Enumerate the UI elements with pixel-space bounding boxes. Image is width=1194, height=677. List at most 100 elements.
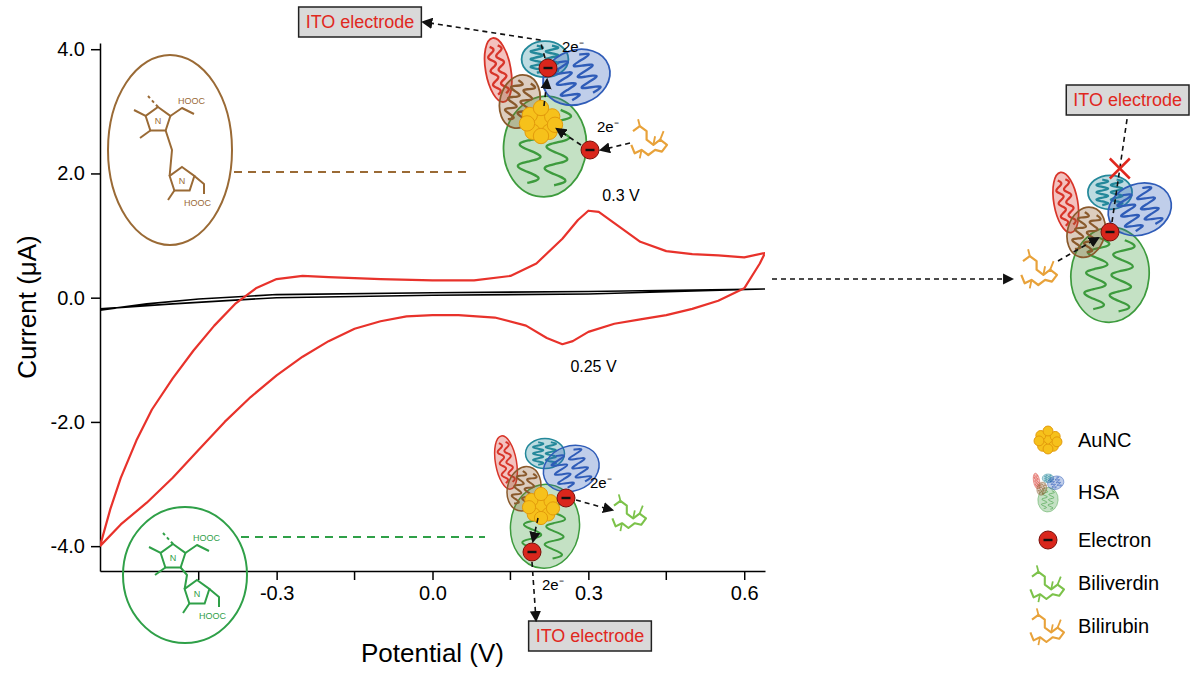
molecule-branch xyxy=(1037,608,1039,614)
x-minor-tick xyxy=(198,571,200,580)
protein-helix xyxy=(1082,214,1101,253)
molecule-branch xyxy=(1038,637,1040,645)
molecule-branch xyxy=(633,510,635,518)
y-tick-mark xyxy=(91,422,100,424)
y-tick: 2.0 xyxy=(57,162,100,184)
electron xyxy=(523,543,541,561)
y-tick-label: 2.0 xyxy=(57,162,85,184)
electrode: ITO electrode xyxy=(529,621,652,651)
transfer-arrow xyxy=(772,278,1012,280)
molecule-branch xyxy=(638,119,640,126)
key-label: Bilirubin xyxy=(1078,615,1149,637)
y-axis-line xyxy=(100,44,102,572)
electron-sign xyxy=(562,497,571,499)
aunc-atom xyxy=(533,128,548,143)
structure-bond xyxy=(155,568,165,575)
x-tick-label: 0.0 xyxy=(419,582,447,604)
structure-bond xyxy=(194,176,204,194)
aunc xyxy=(1034,426,1062,454)
figure: -0.30.00.30.64.02.00.0-2.0-4.0Potential … xyxy=(0,0,1194,677)
aunc-atom xyxy=(519,116,534,131)
bilirubin-molecule xyxy=(1021,249,1057,288)
structure-label: N xyxy=(194,589,201,599)
molecule-branch xyxy=(619,494,621,500)
structure: NNHOOCHOOC xyxy=(108,55,232,245)
hsa-icon xyxy=(1032,473,1066,513)
x-tick: 0.3 xyxy=(575,571,603,604)
transfer-arrow xyxy=(241,536,485,538)
y-axis: 4.02.00.0-2.0-4.0 xyxy=(51,38,101,571)
structure-bond xyxy=(183,604,189,613)
transfer-arrow xyxy=(1058,238,1098,261)
transfer-arrow xyxy=(533,518,538,541)
structure-label: HOOC xyxy=(193,533,221,543)
protein-domain xyxy=(1101,174,1179,244)
transfer-arrow xyxy=(576,500,612,510)
blocked-mark xyxy=(1110,159,1130,179)
electrode: ITO electrode xyxy=(1066,85,1189,115)
electron-body xyxy=(1039,531,1057,549)
structure-bond xyxy=(168,191,174,200)
y-tick-mark xyxy=(91,49,100,51)
hsa-protein xyxy=(480,36,618,200)
molecule-branch xyxy=(620,523,622,531)
transfer-arrow xyxy=(544,80,547,106)
electron-body xyxy=(557,489,575,507)
aunc-atom xyxy=(547,117,562,132)
structure-chain-end xyxy=(148,96,158,107)
transfer-arrow xyxy=(234,171,468,173)
structure-chain-end xyxy=(163,533,173,544)
structure-bond xyxy=(209,589,219,607)
y-tick: -2.0 xyxy=(51,411,100,433)
electron-sign xyxy=(1106,231,1115,233)
molecule-branch xyxy=(640,506,643,514)
molecule-branch xyxy=(1043,266,1045,275)
electron-sign xyxy=(586,149,595,151)
transfer-label: 2e⁻ xyxy=(590,474,612,491)
aunc-atom xyxy=(1052,437,1062,447)
protein-helix xyxy=(1041,484,1046,494)
structure-ring xyxy=(185,580,210,604)
electron-sign xyxy=(528,551,537,553)
protein-helix xyxy=(1070,211,1089,250)
electron-body xyxy=(539,59,557,77)
electron xyxy=(581,141,599,159)
molecule-branch xyxy=(1050,261,1053,270)
aunc xyxy=(519,100,562,143)
structure-bond xyxy=(170,108,194,116)
key-label: HSA xyxy=(1078,481,1120,503)
peak-label: 0.25 V xyxy=(570,358,617,375)
protein-helix xyxy=(1054,476,1062,487)
aunc-atom xyxy=(533,100,548,115)
y-tick-label: -4.0 xyxy=(51,535,85,557)
protein-domain xyxy=(1035,481,1048,496)
cv-curve xyxy=(100,211,765,546)
molecule-branch xyxy=(1038,594,1040,602)
structure-label: HOOC xyxy=(184,198,212,208)
protein-domain xyxy=(1046,474,1066,492)
y-tick-label: -2.0 xyxy=(51,411,85,433)
x-tick-label: 0.6 xyxy=(731,582,759,604)
molecule-branch xyxy=(660,131,663,140)
electrode-label: ITO electrode xyxy=(536,626,645,646)
aunc-atom xyxy=(1034,436,1044,446)
structure-bond xyxy=(185,545,209,553)
structure-bond xyxy=(166,131,172,176)
biliverdin-molecule xyxy=(612,494,646,531)
y-tick-mark xyxy=(91,546,100,548)
y-tick-label: 4.0 xyxy=(57,38,85,60)
structure-label: N xyxy=(179,176,186,186)
cv-curve xyxy=(100,289,765,310)
molecule-branch xyxy=(640,150,642,159)
protein-helix xyxy=(503,79,524,121)
aunc-atom xyxy=(522,501,535,514)
protein-helix xyxy=(1038,483,1043,493)
x-minor-tick xyxy=(354,571,356,580)
electrode-box xyxy=(1066,85,1189,115)
x-axis: -0.30.00.30.6 xyxy=(101,571,766,604)
biliverdin-icon xyxy=(1030,565,1064,602)
key-label: AuNC xyxy=(1078,429,1131,451)
structure-label: HOOC xyxy=(199,611,227,621)
molecule-branch xyxy=(653,136,655,145)
protein-helix xyxy=(1096,180,1108,206)
